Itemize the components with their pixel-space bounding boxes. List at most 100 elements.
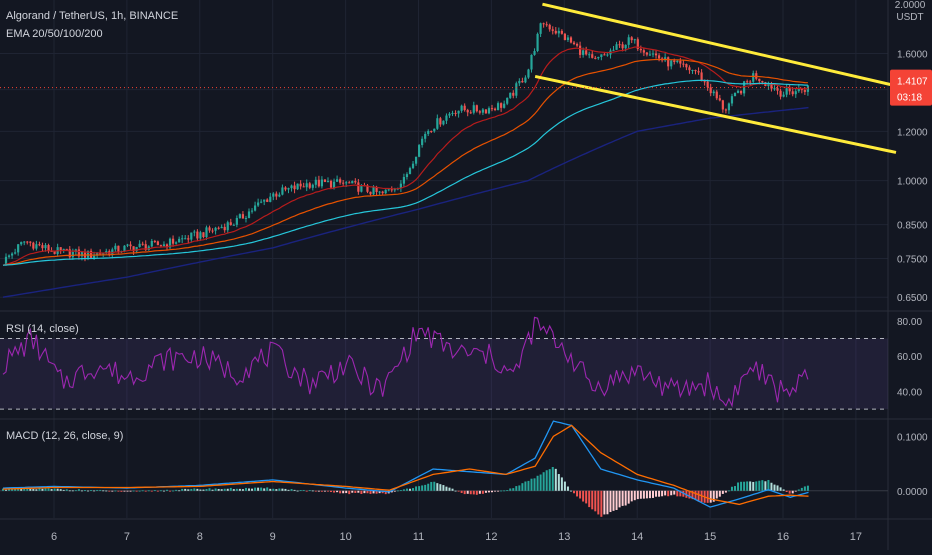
macd-histogram-bar: [800, 487, 803, 491]
candle-body: [761, 81, 764, 83]
macd-histogram-bar: [229, 487, 232, 491]
macd-histogram-bar: [342, 490, 345, 494]
macd-histogram-bar: [633, 490, 636, 501]
candle-body: [290, 185, 293, 189]
macd-histogram-bar: [44, 488, 47, 491]
macd-histogram-bar: [512, 488, 515, 491]
candle-body: [402, 176, 406, 184]
candle-body: [80, 251, 84, 257]
candle-body: [457, 110, 460, 114]
candle-body: [384, 189, 387, 194]
macd-histogram-bar: [566, 486, 569, 491]
time-axis-label: 8: [197, 531, 203, 543]
candle-body: [32, 242, 35, 249]
macd-histogram-bar: [688, 490, 691, 499]
macd-histogram-bar: [503, 490, 506, 492]
candle-body: [144, 244, 147, 251]
candle-body: [41, 245, 44, 249]
time-axis-label: 17: [850, 531, 862, 543]
macd-histogram-bar: [424, 484, 427, 491]
candle-body: [187, 238, 190, 240]
macd-histogram-bar: [384, 490, 387, 495]
candle-body: [369, 191, 372, 195]
macd-histogram-bar: [727, 490, 730, 492]
macd-histogram-bar: [545, 470, 548, 491]
macd-histogram-bar: [651, 490, 654, 498]
macd-histogram-bar: [184, 488, 187, 491]
macd-histogram-bar: [740, 481, 743, 491]
candle-body: [232, 224, 235, 226]
candle-body: [636, 39, 639, 49]
candle-body: [323, 179, 327, 182]
symbol-title[interactable]: Algorand / TetherUS, 1h, BINANCE: [6, 10, 179, 22]
macd-histogram-bar: [165, 489, 168, 491]
candle-body: [418, 145, 421, 157]
candle-body: [612, 49, 615, 51]
macd-histogram-bar: [56, 488, 59, 491]
macd-histogram-bar: [314, 490, 317, 492]
candle-body: [293, 185, 296, 190]
macd-histogram-bar: [132, 490, 135, 492]
last-price-label: 1.4107: [897, 77, 928, 88]
ema-indicator-label[interactable]: EMA 20/50/100/200: [6, 28, 103, 40]
candle-body: [427, 131, 430, 134]
macd-histogram-bar: [266, 487, 269, 491]
candle-body: [466, 110, 469, 113]
macd-histogram-bar: [694, 490, 697, 500]
candle-body: [229, 222, 232, 225]
candle-body: [697, 71, 700, 73]
candle-body: [150, 240, 153, 247]
candle-body: [287, 188, 290, 190]
candle-body: [405, 174, 409, 177]
candle-body: [621, 44, 624, 49]
candle-body: [603, 54, 606, 56]
macd-histogram-bar: [618, 490, 621, 508]
macd-histogram-bar: [32, 489, 35, 491]
macd-histogram-bar: [487, 490, 490, 493]
macd-histogram-bar: [190, 488, 193, 491]
candle-body: [102, 253, 105, 255]
candle-body: [99, 253, 102, 255]
macd-histogram-bar: [642, 490, 645, 499]
candle-body: [594, 57, 597, 59]
macd-histogram-bar: [436, 483, 439, 491]
candle-body: [220, 226, 223, 229]
macd-histogram-bar: [5, 489, 8, 491]
macd-histogram-bar: [664, 490, 667, 496]
macd-histogram-bar: [679, 490, 682, 497]
macd-histogram-bar: [399, 490, 402, 491]
rsi-tick-label: 60.00: [897, 352, 922, 363]
time-axis-label: 11: [413, 531, 424, 543]
candle-body: [299, 183, 302, 187]
candle-body: [733, 92, 737, 97]
macd-histogram-bar: [202, 489, 205, 491]
candle-body: [65, 248, 68, 250]
candle-body: [332, 181, 336, 188]
macd-indicator-label[interactable]: MACD (12, 26, close, 9): [6, 430, 124, 442]
candle-body: [360, 185, 363, 192]
candle-body: [642, 50, 645, 53]
macd-histogram-bar: [408, 488, 411, 491]
rsi-indicator-label[interactable]: RSI (14, close): [6, 323, 79, 335]
macd-histogram-bar: [761, 480, 764, 491]
bar-countdown-label: 03:18: [897, 93, 922, 104]
candle-body: [378, 191, 381, 193]
candle-body: [226, 222, 229, 231]
candle-body: [500, 103, 503, 108]
macd-histogram-bar: [506, 490, 509, 491]
time-axis-label: 10: [339, 531, 351, 543]
macd-histogram-bar: [296, 490, 299, 492]
macd-histogram-bar: [588, 490, 591, 508]
macd-histogram-bar: [71, 490, 74, 492]
candle-body: [311, 184, 314, 188]
macd-histogram-bar: [709, 490, 712, 503]
candle-body: [47, 245, 50, 251]
currency-label: USDT: [896, 12, 923, 23]
macd-histogram-bar: [648, 490, 651, 499]
macd-histogram-group: [1, 466, 809, 517]
macd-histogram-bar: [500, 490, 503, 492]
macd-histogram-bar: [521, 483, 524, 491]
candle-body: [788, 88, 791, 92]
candle-body: [554, 30, 557, 34]
